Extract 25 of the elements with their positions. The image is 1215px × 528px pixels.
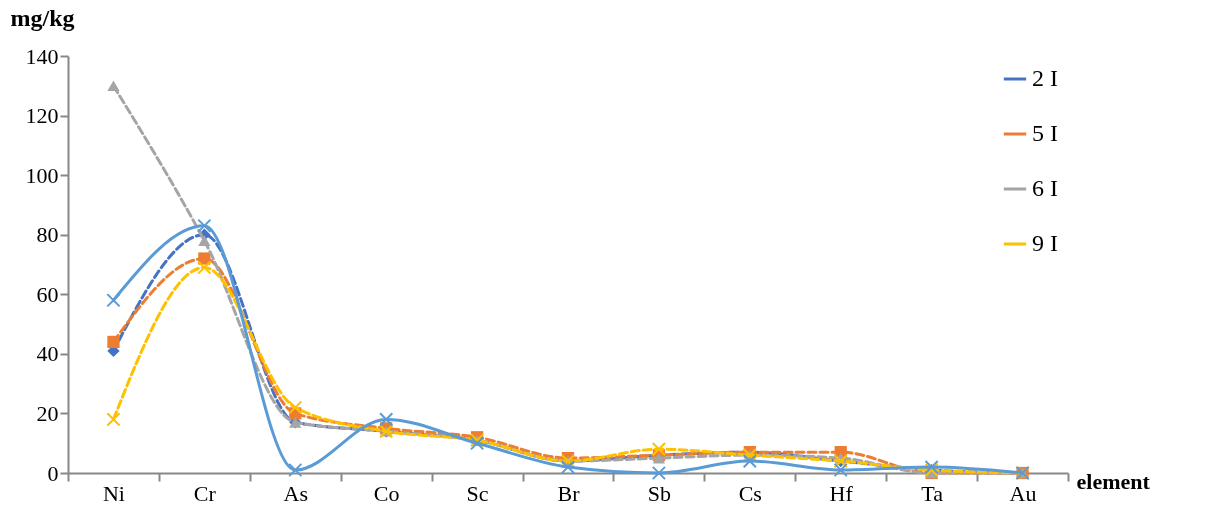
- y-tick-label: 80: [36, 222, 59, 248]
- x-tick-label: Br: [557, 480, 581, 506]
- y-tick-label: 140: [25, 43, 59, 69]
- y-tick-label: 40: [36, 341, 59, 367]
- x-tick-label: Co: [373, 480, 400, 506]
- y-tick-label: 20: [36, 400, 59, 426]
- x-axis-title: element: [1076, 468, 1151, 494]
- x-tick-label: As: [283, 480, 308, 506]
- legend-label: 6 I: [1032, 175, 1058, 201]
- y-tick-label: 100: [25, 162, 59, 188]
- x-tick-label: Sc: [466, 480, 489, 506]
- x-tick-label: Au: [1009, 480, 1037, 506]
- legend-label: 5 I: [1032, 120, 1058, 146]
- y-tick-label: 0: [47, 460, 59, 486]
- x-tick-label: Hf: [829, 480, 854, 506]
- x-tick-label: Ta: [921, 480, 944, 506]
- legend-label: 9 I: [1032, 230, 1058, 256]
- x-tick-label: Cr: [193, 480, 217, 506]
- x-tick-label: Sb: [647, 480, 672, 506]
- x-tick-label: Cs: [738, 480, 762, 506]
- legend-label: 2 I: [1032, 65, 1058, 91]
- y-tick-label: 120: [25, 103, 59, 129]
- x-tick-label: Ni: [102, 480, 125, 506]
- y-axis-title: mg/kg: [10, 4, 75, 31]
- y-tick-label: 60: [36, 281, 59, 307]
